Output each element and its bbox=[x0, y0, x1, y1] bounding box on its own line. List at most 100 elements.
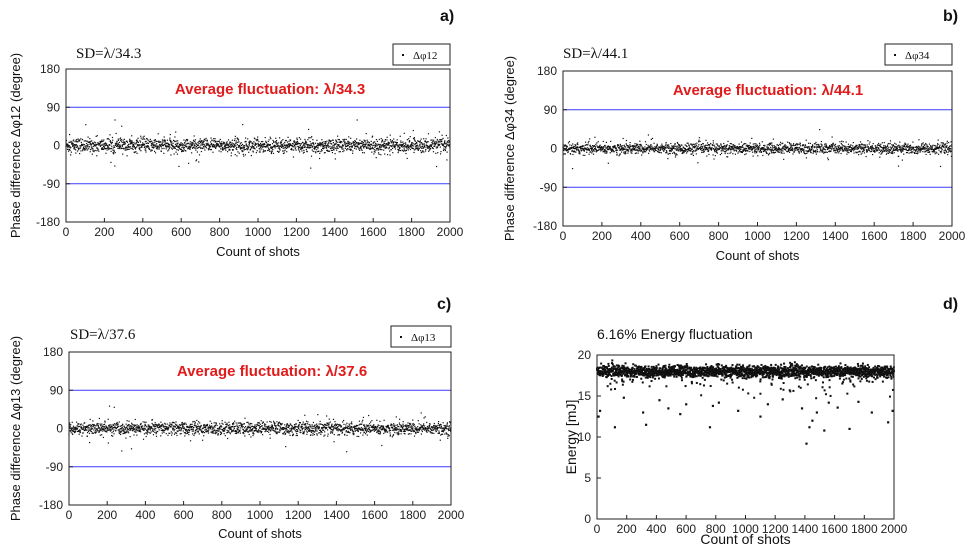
data-point bbox=[137, 426, 140, 428]
data-point bbox=[837, 145, 839, 147]
data-point bbox=[138, 145, 140, 147]
data-point bbox=[129, 435, 131, 438]
data-point bbox=[199, 427, 201, 429]
data-point bbox=[106, 138, 108, 140]
data-point bbox=[82, 150, 84, 152]
data-point bbox=[720, 147, 722, 149]
data-point bbox=[268, 143, 270, 146]
data-point bbox=[179, 427, 182, 429]
data-point bbox=[230, 152, 232, 154]
data-point bbox=[197, 421, 200, 423]
data-point bbox=[636, 149, 638, 151]
data-point bbox=[195, 432, 197, 434]
data-point bbox=[73, 145, 75, 147]
data-point bbox=[642, 152, 644, 154]
data-point bbox=[183, 146, 185, 149]
data-point bbox=[434, 145, 436, 147]
data-point bbox=[331, 146, 333, 148]
data-point bbox=[159, 425, 162, 427]
data-point bbox=[197, 431, 199, 433]
data-point bbox=[743, 149, 746, 151]
data-point bbox=[721, 146, 723, 148]
data-point bbox=[603, 150, 605, 153]
data-point bbox=[405, 149, 407, 152]
data-point bbox=[161, 429, 164, 432]
data-point bbox=[214, 140, 216, 142]
data-point bbox=[563, 146, 565, 148]
data-point bbox=[350, 142, 353, 144]
data-point bbox=[712, 142, 715, 144]
data-point bbox=[574, 147, 577, 150]
data-point bbox=[570, 147, 572, 150]
data-point bbox=[93, 150, 95, 152]
data-point bbox=[252, 150, 254, 152]
data-point bbox=[753, 148, 755, 150]
data-point bbox=[102, 148, 104, 150]
data-point bbox=[86, 431, 89, 434]
data-point bbox=[795, 143, 797, 146]
data-point bbox=[857, 154, 860, 156]
data-point bbox=[272, 148, 274, 151]
data-point bbox=[262, 151, 264, 153]
data-point bbox=[668, 146, 670, 148]
data-point bbox=[235, 140, 237, 142]
data-point bbox=[578, 146, 581, 149]
data-point bbox=[946, 146, 948, 148]
data-point bbox=[763, 149, 766, 151]
data-point bbox=[719, 154, 722, 156]
data-point bbox=[939, 147, 941, 149]
data-point bbox=[404, 149, 406, 151]
data-point bbox=[892, 144, 895, 146]
data-point bbox=[293, 146, 295, 148]
data-point bbox=[311, 145, 313, 147]
data-point bbox=[272, 146, 274, 148]
data-point bbox=[391, 140, 393, 142]
data-point bbox=[631, 150, 633, 152]
data-point bbox=[127, 148, 129, 150]
data-point bbox=[208, 146, 211, 148]
data-point bbox=[302, 147, 304, 149]
data-point bbox=[743, 142, 745, 145]
data-point bbox=[386, 136, 388, 138]
data-point bbox=[337, 145, 340, 147]
data-point bbox=[736, 146, 738, 148]
data-point bbox=[396, 146, 399, 148]
data-point bbox=[926, 144, 928, 146]
data-point bbox=[839, 149, 842, 151]
data-point bbox=[834, 152, 836, 154]
data-point bbox=[320, 143, 322, 145]
data-point bbox=[595, 143, 597, 145]
data-point bbox=[807, 151, 809, 153]
data-point bbox=[213, 425, 216, 427]
data-point bbox=[923, 144, 925, 146]
data-point bbox=[104, 421, 106, 423]
data-point bbox=[112, 426, 114, 429]
data-point bbox=[118, 432, 121, 435]
data-point bbox=[86, 429, 88, 431]
data-point bbox=[645, 148, 647, 150]
data-point bbox=[737, 146, 739, 149]
data-point bbox=[787, 147, 789, 149]
data-point bbox=[106, 147, 108, 150]
data-point bbox=[69, 425, 71, 427]
data-point bbox=[431, 143, 434, 145]
data-point bbox=[816, 146, 818, 148]
data-point bbox=[780, 148, 783, 150]
data-point bbox=[299, 147, 301, 149]
data-point bbox=[160, 424, 163, 426]
data-point bbox=[173, 140, 175, 142]
data-point bbox=[885, 148, 887, 150]
data-point bbox=[298, 149, 300, 151]
data-point bbox=[245, 140, 247, 142]
data-point bbox=[92, 425, 94, 428]
data-point bbox=[708, 145, 710, 147]
data-point bbox=[639, 147, 641, 149]
data-point bbox=[151, 422, 153, 425]
data-point bbox=[371, 136, 373, 138]
data-point bbox=[268, 148, 271, 151]
data-point bbox=[754, 149, 756, 151]
data-point bbox=[154, 429, 156, 431]
data-point bbox=[377, 149, 379, 151]
data-point bbox=[691, 145, 693, 147]
data-point bbox=[314, 151, 316, 153]
